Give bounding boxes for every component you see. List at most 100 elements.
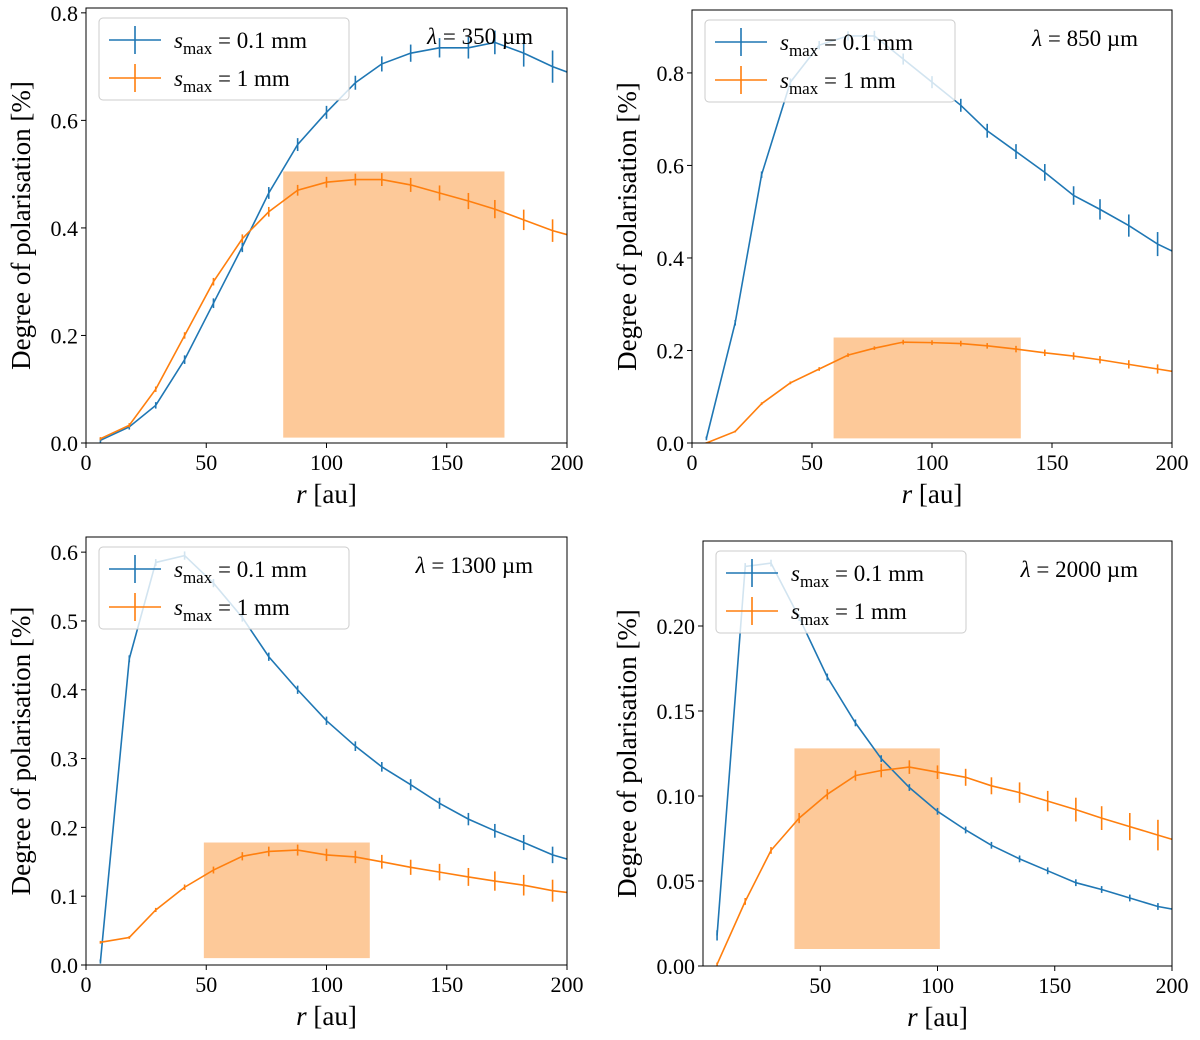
x-axis-label-var: r: [296, 1001, 307, 1031]
legend-label: smax = 1 mm: [174, 66, 290, 96]
legend: smax = 0.1 mm smax = 1 mm: [715, 550, 967, 634]
legend-value: = 1 mm: [212, 595, 290, 620]
legend-box: [704, 19, 956, 103]
y-tick-label: 0.0: [657, 431, 685, 456]
legend-symbol: s: [780, 30, 789, 55]
legend: s max = 0.1 mm smax = 1 mm: [98, 546, 350, 630]
x-tick-label: 50: [195, 450, 217, 475]
lambda-symbol: λ: [415, 553, 426, 578]
legend-value: = 1 mm: [829, 599, 907, 624]
x-tick-label: 200: [1156, 450, 1189, 475]
x-axis-label-var: r: [296, 479, 307, 509]
x-axis-label-var: r: [907, 1002, 918, 1032]
x-tick-label: 150: [1036, 450, 1069, 475]
highlight-region: [833, 337, 1021, 439]
series-line: [706, 341, 1172, 443]
x-tick-label: 150: [1038, 973, 1071, 998]
x-tick-label: 150: [430, 450, 463, 475]
x-tick-label: 100: [310, 450, 343, 475]
x-axis-label-unit: [au]: [918, 1002, 968, 1032]
series-smax-1mm: [99, 173, 567, 441]
y-axis-label: Degree of polarisation [%]: [612, 82, 642, 371]
legend-value: = 0.1 mm: [212, 557, 307, 582]
series-smax-1mm: [99, 844, 567, 944]
x-tick-label: 100: [916, 450, 949, 475]
y-tick-label: 0.15: [657, 699, 696, 724]
y-tick-label: 0.1: [51, 884, 79, 909]
y-tick-label: 0.2: [51, 323, 79, 348]
legend-value: = 0.1 mm: [829, 561, 924, 586]
y-tick-label: 0.2: [657, 338, 685, 363]
legend-value: = 1 mm: [818, 68, 896, 93]
y-tick-label: 0.0: [51, 953, 79, 978]
x-tick-label: 0: [81, 972, 92, 997]
panel-2: 0 50 100 150 200 0.0 0.2 0.4 0.6 0.8 r [au] Degree …: [612, 9, 1189, 509]
series-smax-1mm: [705, 339, 1172, 443]
y-tick-label: 0.5: [51, 609, 79, 634]
wavelength-label: λ = 350 µm: [426, 24, 533, 49]
y-tick-label: 0.6: [51, 108, 79, 133]
series-line: [100, 849, 567, 944]
lambda-symbol: λ: [426, 24, 437, 49]
lambda-symbol: λ: [1020, 557, 1031, 582]
legend-symbol: s: [791, 599, 800, 624]
wavelength-value: = 2000 µm: [1031, 557, 1138, 582]
x-axis-label: r [au]: [296, 479, 357, 509]
x-tick-label: 50: [809, 973, 831, 998]
legend-box: [98, 17, 350, 101]
highlight-region: [203, 842, 370, 959]
legend-subscript: max: [800, 572, 830, 591]
x-tick-label: 200: [551, 972, 584, 997]
x-tick-label: 200: [1156, 973, 1189, 998]
y-tick-label: 0.0: [51, 431, 79, 456]
legend-label: smax = 0.1 mm: [174, 28, 307, 58]
series-line: [100, 178, 567, 440]
legend-label: smax = 0.1 mm: [780, 30, 913, 60]
legend-subscript: max: [183, 39, 213, 58]
legend-subscript: max: [183, 606, 213, 625]
legend-symbol: s: [174, 66, 183, 91]
y-axis-label: Degree of polarisation [%]: [6, 81, 36, 370]
wavelength-label: λ = 2000 µm: [1020, 557, 1138, 582]
x-axis-label-unit: [au]: [307, 479, 357, 509]
x-axis-label-unit: [au]: [307, 1001, 357, 1031]
panel-3: 0 50 100 150 200 0.0 0.1 0.2 0.3 0.4 0.5 0.6 r [au] D…: [6, 536, 584, 1031]
legend-box: [715, 550, 967, 634]
legend-symbol: s: [174, 28, 183, 53]
x-tick-label: 0: [81, 450, 92, 475]
x-axis-label-unit: [au]: [912, 479, 962, 509]
y-tick-label: 0.10: [657, 784, 696, 809]
y-tick-label: 0.20: [657, 614, 696, 639]
legend-label: smax = 1 mm: [791, 599, 907, 629]
y-tick-label: 0.8: [51, 1, 79, 26]
x-axis-label: r [au]: [902, 479, 963, 509]
y-tick-label: 0.2: [51, 815, 79, 840]
legend-symbol: s: [174, 557, 183, 582]
series-line: [716, 766, 1172, 965]
y-tick-label: 0.6: [51, 540, 79, 565]
x-tick-label: 50: [801, 450, 823, 475]
highlight-region: [283, 171, 505, 438]
legend-subscript: max: [789, 41, 819, 60]
legend-subscript: max: [183, 77, 213, 96]
legend-label: smax = 1 mm: [174, 595, 290, 625]
wavelength-value: = 350 µm: [437, 24, 533, 49]
x-tick-label: 150: [430, 972, 463, 997]
y-tick-label: 0.6: [657, 153, 685, 178]
y-tick-label: 0.3: [51, 747, 79, 772]
y-tick-label: 0.05: [657, 869, 696, 894]
legend-subscript: max: [789, 79, 819, 98]
legend-symbol: s: [791, 561, 800, 586]
highlight-region: [794, 748, 940, 949]
plot-area: [99, 551, 567, 964]
plot-area: [716, 559, 1172, 966]
x-tick-label: 200: [551, 450, 584, 475]
x-tick-label: 100: [310, 972, 343, 997]
legend-box: [98, 546, 350, 630]
legend-value: = 0.1 mm: [818, 30, 913, 55]
legend-value: = 0.1 mm: [212, 28, 307, 53]
y-tick-label: 0.4: [51, 216, 79, 241]
panel-4: 50 100 150 200 0.00 0.05 0.10 0.15 0.20 r [au] Deg…: [612, 540, 1189, 1032]
wavelength-value: = 1300 µm: [426, 553, 533, 578]
